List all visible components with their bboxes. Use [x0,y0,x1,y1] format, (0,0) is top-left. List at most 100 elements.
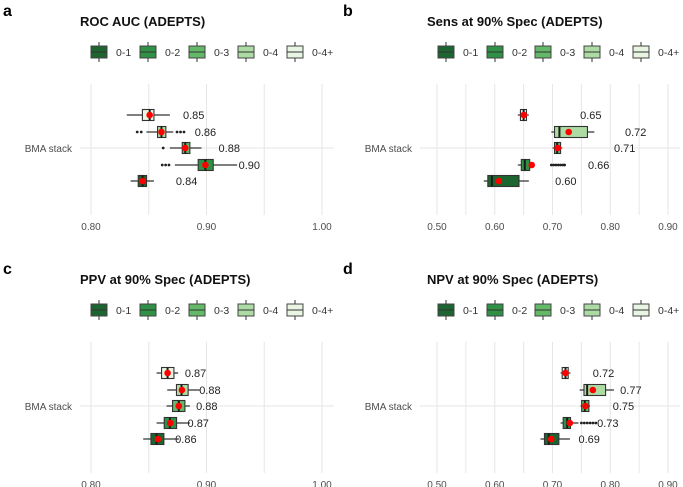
x-tick-label: 0.80 [601,480,621,487]
mean-point [166,419,174,427]
outlier-point [135,130,139,134]
x-tick-label: 0.80 [81,222,101,233]
mean-point [528,161,536,169]
legend-item: 0-3 [534,42,575,62]
legend-item: 0-1 [437,42,478,62]
outlier-point [559,163,562,167]
legend-item: 0-2 [139,300,180,320]
legend-item: 0-1 [90,42,131,62]
legend-label: 0-4+ [658,305,679,317]
legend-item: 0-4 [237,300,278,320]
mean-value-label: 0.71 [614,143,635,155]
legend-item: 0-3 [188,300,229,320]
legend-label: 0-1 [116,305,131,317]
x-tick-label: 0.90 [658,222,678,233]
outlier-point [549,163,553,167]
mean-point [181,144,189,152]
outlier-point [175,130,179,134]
outlier-point [585,421,589,425]
panel-letter: d [343,261,353,278]
mean-value-label: 0.75 [613,401,634,413]
outlier-point [167,163,171,167]
legend-item: 0-2 [139,42,180,62]
box-0-4: 0.72 [551,125,646,139]
mean-point [565,128,572,136]
mean-value-label: 0.69 [578,434,599,446]
mean-value-label: 0.66 [588,160,609,172]
box-0-1: 0.69 [540,432,600,446]
legend-label: 0-3 [560,305,575,317]
legend-label: 0-3 [214,305,229,317]
x-tick-label: 0.70 [543,480,563,487]
x-tick-label: 0.90 [197,222,217,233]
mean-point [154,435,162,443]
box-0-3: 0.88 [161,141,240,155]
panel-letter: b [343,3,353,20]
box-0-2: 0.73 [560,416,619,430]
box-0-3: 0.88 [166,399,217,413]
legend: 0-1 0-2 0-3 0-4 0-4+ [90,42,333,62]
box-0-1: 0.86 [143,432,197,446]
legend-item: 0-4 [583,42,624,62]
mean-point [139,177,146,185]
outlier-point [160,163,164,167]
legend-item: 0-4 [583,300,624,320]
y-axis-category-label: BMA stack [365,402,413,413]
outlier-point [139,130,143,134]
legend-label: 0-4 [609,47,624,59]
panel-a: a ROC AUC (ADEPTS) 0-1 0-2 0-3 0-4 0-4+ BMA sta… [3,3,334,233]
legend-label: 0-4+ [658,47,679,59]
chart-title: ROC AUC (ADEPTS) [80,14,205,29]
mean-point [158,128,165,136]
y-axis-category-label: BMA stack [25,144,73,155]
mean-point [175,402,183,410]
legend-item: 0-1 [437,300,478,320]
mean-value-label: 0.88 [219,143,240,155]
legend-label: 0-2 [512,47,527,59]
panel-d: d NPV at 90% Spec (ADEPTS) 0-1 0-2 0-3 0-4 0-4… [343,261,680,487]
panel-letter: a [3,3,12,20]
box-0-2: 0.66 [517,158,609,172]
mean-value-label: 0.85 [183,110,204,122]
legend-label: 0-2 [165,305,180,317]
legend-label: 0-4 [609,305,624,317]
chart-title: PPV at 90% Spec (ADEPTS) [80,272,251,287]
box-0-2: 0.87 [156,416,209,430]
mean-value-label: 0.72 [593,368,614,380]
box-0-1: 0.60 [483,174,577,188]
mean-point [146,111,153,119]
chart-title: Sens at 90% Spec (ADEPTS) [427,14,603,29]
chart-title: NPV at 90% Spec (ADEPTS) [427,272,598,287]
legend: 0-1 0-2 0-3 0-4 0-4+ [90,300,333,320]
x-tick-label: 0.80 [601,222,621,233]
mean-value-label: 0.87 [185,368,206,380]
outlier-point [582,421,586,425]
legend-label: 0-4 [263,305,278,317]
legend-label: 0-4+ [312,305,333,317]
mean-point [495,177,503,185]
x-tick-label: 0.90 [197,480,217,487]
outlier-point [179,130,182,134]
mean-point [178,386,186,394]
x-tick-label: 0.70 [543,222,563,233]
outlier-point [182,130,186,134]
mean-value-label: 0.65 [580,110,601,122]
box-0-3: 0.71 [552,141,635,155]
mean-point [554,144,561,152]
mean-point [589,386,597,394]
box-0-3: 0.75 [580,399,634,413]
panel-b: b Sens at 90% Spec (ADEPTS) 0-1 0-2 0-3 0-4 0-… [343,3,680,233]
legend: 0-1 0-2 0-3 0-4 0-4+ [437,300,679,320]
legend-item: 0-2 [486,300,527,320]
outlier-point [556,163,560,167]
panel-c: c PPV at 90% Spec (ADEPTS) 0-1 0-2 0-3 0-4 0-4… [3,261,334,487]
mean-value-label: 0.73 [597,418,618,430]
legend-item: 0-4+ [632,42,679,62]
x-tick-label: 0.50 [427,222,447,233]
outlier-point [164,163,168,167]
legend-label: 0-4 [263,47,278,59]
mean-point [582,402,589,410]
legend-label: 0-1 [463,47,478,59]
mean-value-label: 0.84 [176,176,197,188]
